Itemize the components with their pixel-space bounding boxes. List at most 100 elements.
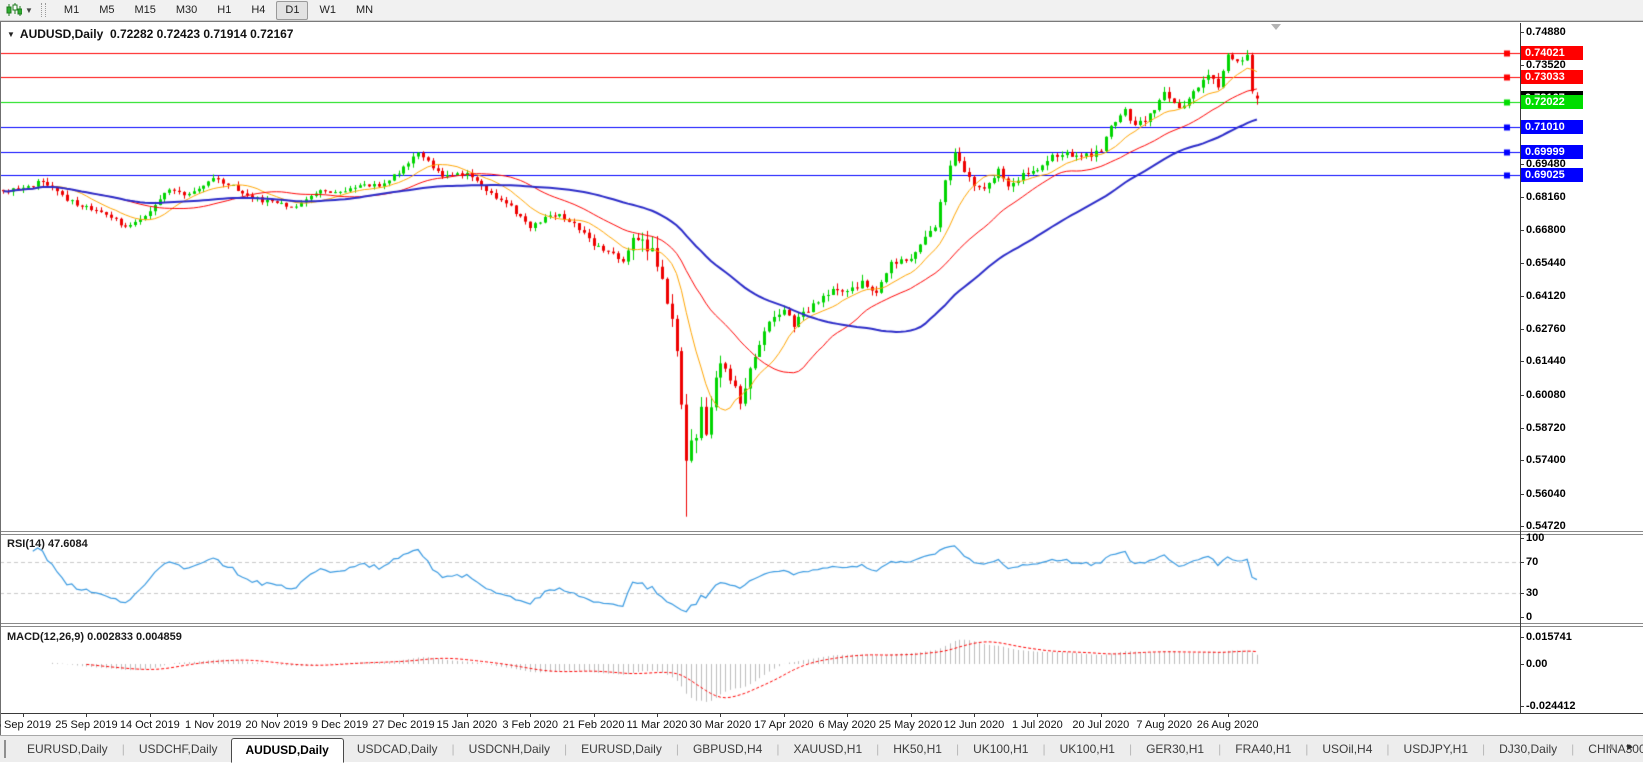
tab-separator: | <box>564 742 568 756</box>
chart-tab-audusd-daily[interactable]: AUDUSD,Daily <box>230 737 344 763</box>
date-tick-mark <box>23 713 24 717</box>
timeframe-button-mn[interactable]: MN <box>355 3 374 16</box>
macd-label: MACD(12,26,9) 0.002833 0.004859 <box>7 631 182 643</box>
tab-separator: | <box>1042 742 1046 756</box>
chart-tab-dj30-daily[interactable]: DJ30,Daily <box>1499 742 1558 756</box>
chart-tab-ger30-h1[interactable]: GER30,H1 <box>1146 742 1205 756</box>
price-tick-label: 0.60080 <box>1526 388 1566 401</box>
tab-separator: | <box>1386 742 1390 756</box>
price-tick-label-mark <box>1520 526 1524 527</box>
chart-shift-marker[interactable] <box>1271 24 1282 30</box>
date-tick-mark <box>1037 713 1039 717</box>
date-tick-label: 20 Jul 2020 <box>1072 719 1130 731</box>
chart-tab-uk100-h1[interactable]: UK100,H1 <box>1059 742 1115 756</box>
price-tick-label-mark <box>1520 164 1524 166</box>
timeframe-button-m30[interactable]: M30 <box>175 3 198 16</box>
chart-type-icon[interactable] <box>4 2 24 18</box>
timeframe-button-h1[interactable]: H1 <box>217 3 232 16</box>
date-tick-label: 20 Nov 2019 <box>245 719 308 731</box>
date-tick-mark <box>276 713 278 717</box>
date-tick-label: 25 May 2020 <box>878 719 943 731</box>
date-tick-label: 6 Sep 2019 <box>0 719 52 731</box>
chart-tab-usoil-h4[interactable]: USOil,H4 <box>1322 742 1373 756</box>
pane-resize-handle-rsi[interactable] <box>0 531 1643 535</box>
chart-tab-china300-h1[interactable]: CHINA300,H1 <box>1588 742 1643 756</box>
level-price-badge: 0.71010 <box>1521 119 1583 134</box>
timeframe-button-d1[interactable]: D1 <box>276 0 309 20</box>
date-tick-mark <box>213 713 215 717</box>
tab-scroll-left-icon[interactable]: ◄ <box>1605 742 1616 753</box>
chart-tab-usdchf-daily[interactable]: USDCHF,Daily <box>138 742 218 756</box>
date-tick-label: 9 Dec 2019 <box>311 719 369 731</box>
rsi-tick-label-mark <box>1520 617 1524 618</box>
chart-tab-usdcnh-daily[interactable]: USDCNH,Daily <box>468 742 551 756</box>
rsi-tick-label-mark <box>1520 593 1524 595</box>
date-tick-label: 1 Jul 2020 <box>1012 719 1063 731</box>
timeframe-button-m1[interactable]: M1 <box>63 3 80 16</box>
price-tick-label-mark <box>1520 65 1524 67</box>
price-tick-label: 0.66800 <box>1526 223 1566 236</box>
timeframe-button-w1[interactable]: W1 <box>319 3 336 16</box>
price-tick-label-mark <box>1520 229 1524 231</box>
price-chart-canvas[interactable] <box>0 23 1520 531</box>
date-tick-mark <box>847 713 849 717</box>
macd-tick-label-mark <box>1520 637 1524 638</box>
price-tick-label: 0.54720 <box>1526 520 1566 532</box>
date-tick-label: 7 Aug 2020 <box>1136 719 1193 731</box>
rsi-indicator-canvas[interactable] <box>0 535 1520 623</box>
symbol-menu-arrow-icon[interactable]: ▼ <box>7 29 15 39</box>
timeframe-button-h4[interactable]: H4 <box>251 3 266 16</box>
chart-tab-usdjpy-h1[interactable]: USDJPY,H1 <box>1403 742 1469 756</box>
price-tick-label: 0.57400 <box>1526 454 1566 467</box>
rsi-tick-label: 70 <box>1526 555 1539 568</box>
chart-title: ▼ AUDUSD,Daily 0.72282 0.72423 0.71914 0… <box>7 27 293 41</box>
chart-window: ▼ AUDUSD,Daily 0.72282 0.72423 0.71914 0… <box>0 21 1643 736</box>
timeframe-button-m5[interactable]: M5 <box>99 3 115 16</box>
chart-tab-gbpusd-h4[interactable]: GBPUSD,H4 <box>692 742 763 756</box>
date-tick-label: 11 Mar 2020 <box>626 719 688 731</box>
chart-tab-uk100-h1[interactable]: UK100,H1 <box>973 742 1029 756</box>
tab-separator: | <box>876 742 880 756</box>
tab-separator: | <box>776 742 780 756</box>
date-tick-mark <box>530 713 532 717</box>
tab-separator: | <box>121 742 125 756</box>
level-price-badge: 0.69025 <box>1521 168 1583 183</box>
price-tick-label: 0.56040 <box>1526 487 1566 500</box>
chart-tab-usdcad-daily[interactable]: USDCAD,Daily <box>356 742 438 756</box>
chart-title-symbol: AUDUSD,Daily <box>19 27 104 41</box>
timeframe-buttons: M1 M5 M15 M30 H1 H4 D1 W1 MN <box>54 0 383 20</box>
price-tick-label: 0.65440 <box>1526 257 1566 270</box>
date-tick-label: 15 Jan 2020 <box>436 719 498 731</box>
timeframe-button-m15[interactable]: M15 <box>134 3 156 16</box>
price-tick-label: 0.74880 <box>1526 26 1566 38</box>
macd-tick-label: -0.024412 <box>1526 699 1576 712</box>
chart-tab-xauusd-h1[interactable]: XAUUSD,H1 <box>793 742 863 756</box>
macd-indicator-canvas[interactable] <box>0 627 1520 713</box>
tab-scroll-right-icon[interactable]: ► <box>1625 742 1635 753</box>
tab-separator: | <box>675 742 679 756</box>
date-tick-mark <box>783 713 785 717</box>
date-tick-mark <box>403 713 405 717</box>
toolbar-grip <box>40 3 46 17</box>
date-tick-mark <box>1227 713 1229 717</box>
chevron-down-icon[interactable]: ▼ <box>25 5 33 15</box>
chart-tab-hk50-h1[interactable]: HK50,H1 <box>893 742 942 756</box>
price-tick-label: 0.64120 <box>1526 289 1566 302</box>
price-tick-label: 0.69480 <box>1526 158 1566 171</box>
date-tick-mark <box>1164 713 1166 717</box>
date-tick-mark <box>466 713 468 717</box>
date-tick-mark <box>593 713 595 717</box>
chart-tab-eurusd-daily[interactable]: EURUSD,Daily <box>27 742 108 756</box>
chart-tab-eurusd-daily[interactable]: EURUSD,Daily <box>581 742 662 756</box>
date-tick-mark <box>1100 713 1102 717</box>
date-tick-mark <box>86 713 88 717</box>
price-tick-label-mark <box>1520 328 1524 330</box>
rsi-tick-label: 30 <box>1526 587 1539 600</box>
tab-separator: | <box>451 742 455 756</box>
chart-tab-fra40-h1[interactable]: FRA40,H1 <box>1235 742 1292 756</box>
tab-scroll-arrows: ◄ ► <box>1605 742 1635 753</box>
price-tick-label: 0.62760 <box>1526 322 1566 335</box>
price-tick-label: 0.58720 <box>1526 421 1566 434</box>
pane-resize-handle-macd[interactable] <box>0 623 1643 627</box>
